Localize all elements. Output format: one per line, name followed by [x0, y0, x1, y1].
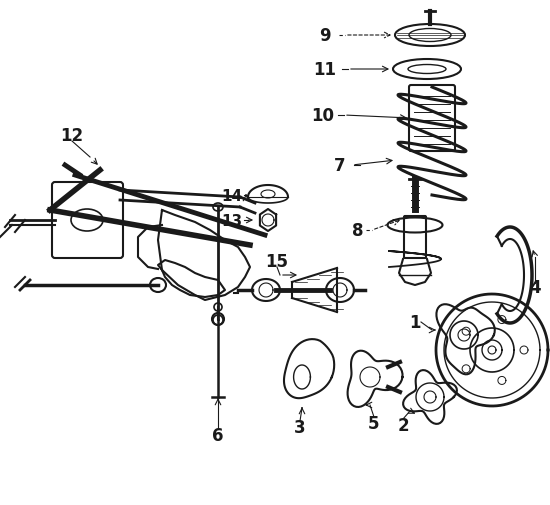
Text: 1: 1: [409, 314, 421, 331]
Text: 3: 3: [294, 418, 306, 436]
Text: 8: 8: [352, 222, 364, 239]
Text: 5: 5: [368, 414, 379, 432]
Text: 14: 14: [222, 188, 243, 203]
Text: 9: 9: [319, 27, 331, 45]
Text: 15: 15: [266, 252, 289, 271]
Text: 7: 7: [334, 157, 346, 175]
Text: 4: 4: [529, 278, 541, 296]
Text: 13: 13: [222, 213, 243, 228]
Text: 10: 10: [311, 107, 334, 125]
Text: 2: 2: [397, 416, 409, 434]
Text: 12: 12: [60, 127, 84, 145]
Text: 6: 6: [212, 426, 224, 444]
Text: 11: 11: [314, 61, 337, 79]
